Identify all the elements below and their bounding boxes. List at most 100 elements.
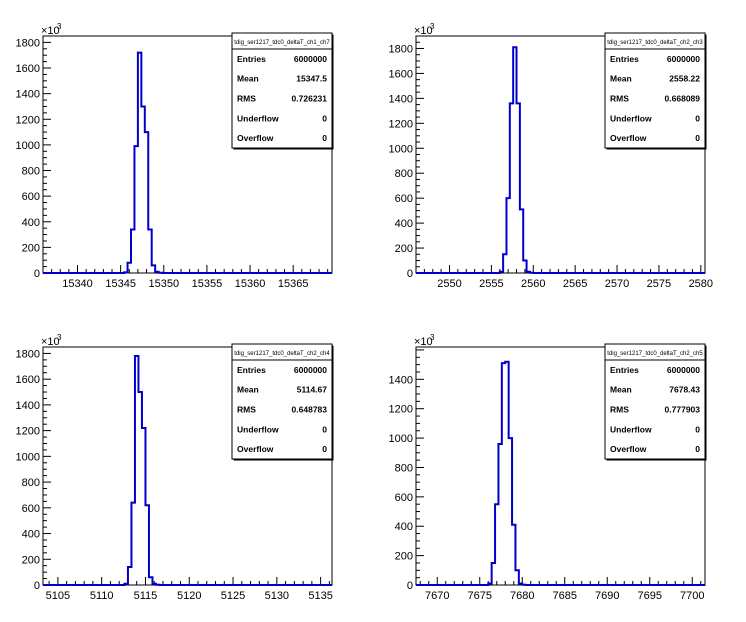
y-tick-label: 1600: [389, 68, 413, 80]
stat-entries-label: Entries: [610, 365, 639, 375]
x-tick-label: 2555: [479, 278, 503, 290]
histogram-series: [416, 360, 705, 586]
y-tick-label: 1200: [389, 404, 413, 416]
stat-mean-label: Mean: [610, 74, 632, 84]
y-tick-label: 1800: [389, 43, 413, 55]
stat-mean-value: 15347.5: [296, 74, 327, 84]
stat-mean-label: Mean: [237, 385, 259, 395]
stat-overflow-label: Overflow: [610, 133, 647, 143]
y-tick-label: 1800: [16, 37, 40, 49]
stats-box: tdig_ser1217_tdc0_deltaT_ch2_ch5 Entries 6…: [604, 343, 707, 461]
y-tick-label: 1400: [389, 374, 413, 386]
stat-rms-label: RMS: [610, 94, 629, 104]
x-tick-label: 15360: [235, 278, 266, 290]
stat-entries-label: Entries: [237, 54, 266, 64]
y-tick-label: 1000: [16, 140, 40, 152]
stat-overflow-label: Overflow: [610, 444, 647, 454]
x-tick-label: 2550: [437, 278, 461, 290]
x-tick-label: 2570: [605, 278, 629, 290]
histogram-panel-1: 15340 15345 15350 15355 15360 15365 0 200 400 600…: [16, 22, 334, 290]
stat-overflow-label: Overflow: [237, 133, 274, 143]
stats-box-frame: [604, 343, 706, 460]
y-tick-label: 800: [22, 166, 40, 178]
x-tick-label: 7690: [595, 590, 619, 602]
y-tick-label: 200: [22, 554, 40, 566]
stat-rms-label: RMS: [237, 94, 256, 104]
y-multiplier-exponent: 3: [430, 22, 435, 31]
stat-overflow-value: 0: [322, 444, 327, 454]
y-tick-label: 0: [34, 580, 40, 592]
stats-title: tdig_ser1217_tdc0_deltaT_ch1_ch7: [234, 40, 330, 46]
stats-title: tdig_ser1217_tdc0_deltaT_ch2_ch4: [234, 351, 330, 357]
histogram-series: [416, 46, 705, 274]
stats-box: tdig_ser1217_tdc0_deltaT_ch2_ch4 Entries 6…: [231, 343, 334, 461]
stat-rms-value: 0.648783: [292, 405, 328, 415]
stats-box: tdig_ser1217_tdc0_deltaT_ch2_ch3 Entries 6…: [604, 32, 707, 150]
y-multiplier-exponent: 3: [57, 333, 62, 342]
y-tick-label: 0: [34, 268, 40, 280]
x-tick-label: 7680: [510, 590, 534, 602]
x-tick-label: 7670: [425, 590, 449, 602]
stat-rms-value: 0.777903: [665, 405, 701, 415]
x-tick-label: 2560: [521, 278, 545, 290]
histogram-line: [43, 51, 332, 274]
x-tick-label: 5105: [46, 590, 70, 602]
stat-rms-label: RMS: [237, 405, 256, 415]
x-tick-label: 15345: [105, 278, 136, 290]
stat-entries-label: Entries: [237, 365, 266, 375]
histogram-line: [416, 46, 705, 274]
stat-underflow-label: Underflow: [610, 424, 652, 434]
x-tick-label: 7700: [680, 590, 704, 602]
stats-box: tdig_ser1217_tdc0_deltaT_ch1_ch7 Entries 6…: [231, 32, 334, 150]
stats-box-frame: [231, 343, 333, 460]
x-tick-label: 7695: [638, 590, 662, 602]
stat-underflow-value: 0: [322, 113, 327, 123]
histogram-series: [43, 355, 332, 586]
stat-entries-value: 6000000: [667, 54, 700, 64]
y-tick-label: 200: [395, 551, 413, 563]
stat-underflow-label: Underflow: [237, 113, 279, 123]
x-tick-label: 2575: [647, 278, 671, 290]
y-tick-label: 400: [395, 218, 413, 230]
y-tick-label: 600: [395, 492, 413, 504]
stat-mean-label: Mean: [237, 74, 259, 84]
y-tick-label: 1800: [16, 348, 40, 360]
stat-overflow-value: 0: [695, 133, 700, 143]
y-tick-label: 1200: [16, 426, 40, 438]
x-tick-label: 5115: [134, 590, 158, 602]
stat-mean-value: 7678.43: [669, 385, 700, 395]
y-tick-label: 600: [395, 193, 413, 205]
x-tick-label: 15355: [192, 278, 223, 290]
stat-mean-label: Mean: [610, 385, 632, 395]
y-tick-label: 0: [407, 268, 413, 280]
y-multiplier-label: ×10: [414, 25, 433, 37]
stat-rms-value: 0.668089: [665, 94, 701, 104]
stat-entries-value: 6000000: [294, 54, 327, 64]
y-tick-label: 1000: [389, 433, 413, 445]
y-tick-label: 600: [22, 191, 40, 203]
y-tick-label: 1600: [16, 63, 40, 75]
y-tick-label: 1400: [16, 400, 40, 412]
histogram-panel-3: 5105 5110 5115 5120 5125 5130 5135 0 200 400 600 80…: [16, 333, 334, 602]
stat-entries-value: 6000000: [667, 365, 700, 375]
y-multiplier-label: ×10: [414, 336, 433, 348]
y-multiplier-label: ×10: [41, 25, 60, 37]
stats-box-frame: [231, 32, 333, 149]
y-tick-label: 800: [395, 168, 413, 180]
y-tick-label: 800: [22, 477, 40, 489]
histogram-series: [43, 51, 332, 274]
y-tick-label: 1400: [16, 89, 40, 101]
x-tick-label: 5120: [177, 590, 201, 602]
stats-title: tdig_ser1217_tdc0_deltaT_ch2_ch3: [607, 40, 703, 46]
stat-overflow-value: 0: [322, 133, 327, 143]
histogram-panel-2: 2550 2555 2560 2565 2570 2575 2580 0 200 400 600 80…: [389, 22, 714, 290]
stat-entries-label: Entries: [610, 54, 639, 64]
x-tick-label: 5125: [221, 590, 245, 602]
x-tick-label: 7685: [553, 590, 577, 602]
histogram-line: [43, 355, 332, 586]
x-tick-label: 5130: [265, 590, 289, 602]
y-tick-label: 1200: [389, 118, 413, 130]
stat-mean-value: 2558.22: [669, 74, 700, 84]
y-tick-label: 400: [395, 521, 413, 533]
stat-underflow-value: 0: [695, 113, 700, 123]
